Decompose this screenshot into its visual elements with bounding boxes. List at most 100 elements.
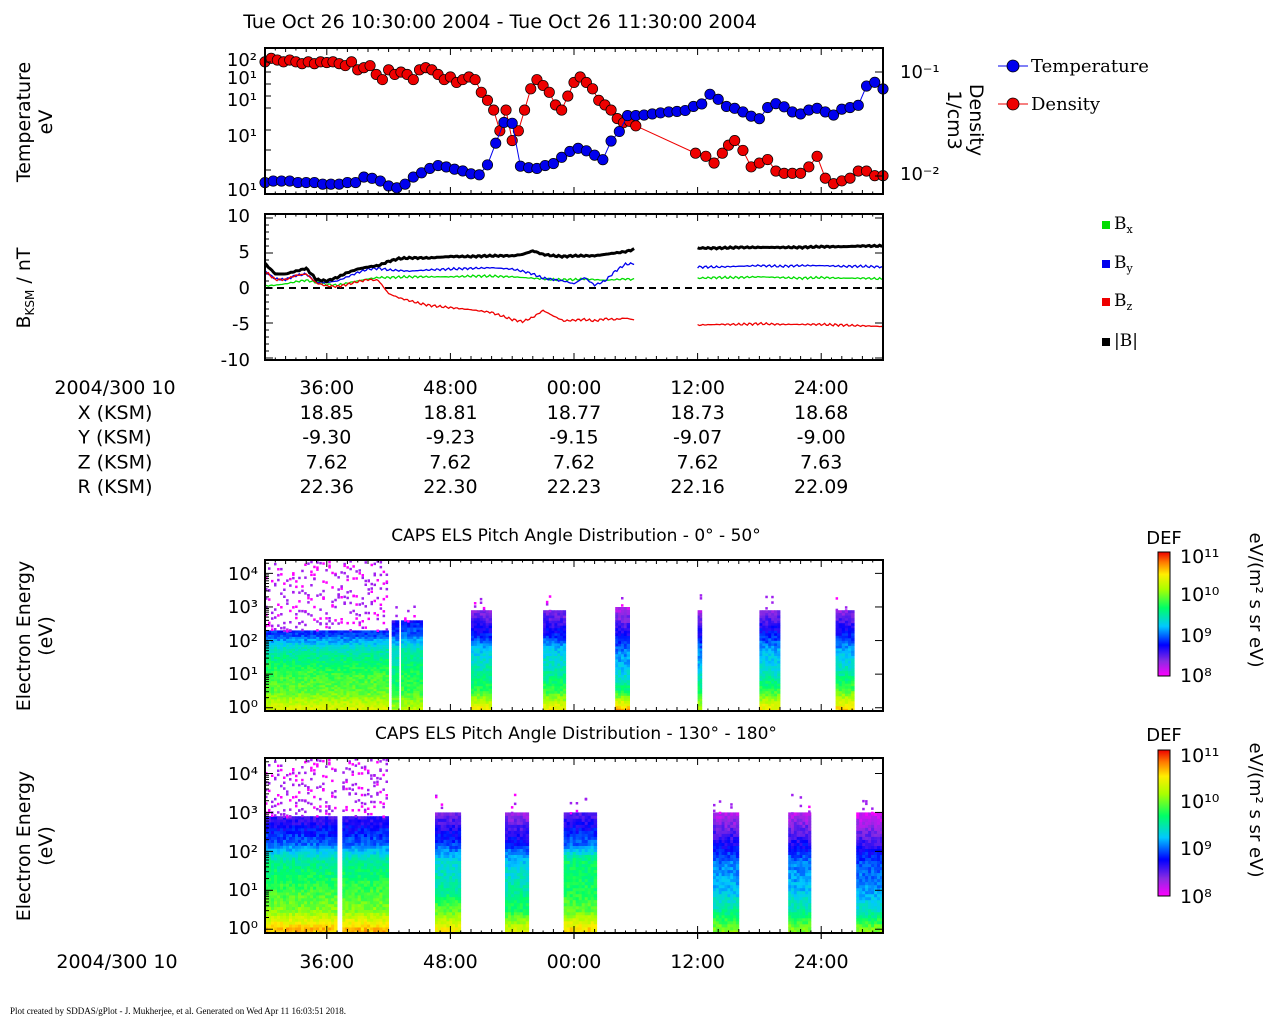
spectrogram-cell	[331, 660, 335, 664]
spectrogram-cell	[352, 652, 356, 655]
spectrogram-cell	[304, 906, 308, 910]
spectrogram-cell	[482, 637, 487, 641]
ephemeris-value: 18.77	[547, 402, 601, 424]
spectrogram-cell	[419, 663, 423, 667]
spectrogram-cell	[277, 865, 281, 870]
spectrogram-cell	[771, 632, 775, 636]
els-0-50-cb-tick-2: 10⁹	[1180, 625, 1212, 647]
spectrogram-noise	[319, 608, 322, 611]
spectrogram-noise	[352, 565, 355, 568]
spectrogram-cell	[765, 630, 769, 634]
spectrogram-cell	[376, 690, 380, 694]
spectrogram-cell	[382, 636, 386, 639]
spectrogram-cell	[304, 918, 308, 922]
spectrogram-cell	[548, 690, 552, 694]
spectrogram-cell	[416, 695, 420, 698]
spectrogram-cell	[328, 676, 332, 680]
spectrogram-cell	[543, 678, 547, 682]
spectrogram-cell	[361, 644, 365, 647]
spectrogram-cell	[271, 702, 275, 706]
spectrogram-cell	[407, 624, 411, 628]
spectrogram-cell	[328, 648, 332, 651]
spectrogram-cell	[370, 636, 374, 639]
spectrogram-cell	[271, 833, 275, 837]
spectrogram-cell	[401, 624, 405, 628]
spectrogram-cell	[325, 682, 329, 686]
spectrogram-noise	[265, 588, 268, 591]
spectrogram-cell	[268, 906, 272, 910]
spectrogram-cell	[419, 665, 423, 669]
spectrogram-cell	[289, 702, 293, 706]
spectrogram-cell	[325, 658, 329, 661]
spectrogram-cell	[382, 694, 386, 698]
spectrogram-cell	[301, 900, 305, 905]
spectrogram-cell	[280, 921, 284, 925]
spectrogram-cell	[337, 680, 341, 684]
spectrogram-cell	[557, 660, 561, 664]
spectrogram-cell	[346, 694, 350, 698]
spectrogram-cell	[844, 690, 849, 694]
spectrogram-cell	[848, 612, 852, 616]
spectrogram-cell	[385, 638, 389, 641]
spectrogram-cell	[364, 658, 368, 661]
spectrogram-cell	[373, 636, 377, 639]
spectrogram-cell	[289, 705, 293, 708]
spectrogram-noise	[352, 594, 355, 598]
spectrogram-cell	[385, 670, 389, 674]
spectrogram-cell	[304, 898, 308, 902]
spectrogram-cell	[268, 690, 272, 694]
spectrogram-cell	[343, 670, 347, 674]
spectrogram-cell	[280, 889, 284, 893]
spectrogram-cell	[292, 860, 296, 864]
spectrogram-cell	[835, 625, 840, 629]
spectrogram-cell	[298, 678, 302, 682]
spectrogram-cell	[286, 642, 290, 645]
spectrogram-cell	[319, 660, 323, 664]
spectrogram-cell	[319, 700, 323, 704]
spectrogram-noise	[283, 809, 286, 812]
spectrogram-cell	[419, 667, 423, 671]
spectrogram-cell	[476, 665, 481, 669]
spectrogram-cell	[337, 676, 341, 680]
spectrogram-cell	[334, 686, 338, 690]
spectrogram-cell	[373, 642, 377, 645]
density-point	[500, 104, 512, 116]
spectrogram-cell	[545, 632, 550, 636]
density-point	[345, 56, 358, 68]
spectrogram-cell	[307, 636, 311, 639]
spectrogram-cell	[334, 668, 338, 672]
spectrogram-cell	[304, 690, 308, 694]
spectrogram-cell	[395, 688, 400, 691]
spectrogram-cell	[307, 650, 311, 653]
spectrogram-cell	[476, 650, 481, 654]
spectrogram-cell	[551, 683, 555, 687]
spectrogram-cell	[316, 648, 320, 651]
spectrogram-cell	[838, 640, 843, 644]
spectrogram-cell	[370, 666, 374, 670]
spectrogram-cell	[844, 660, 849, 664]
spectrogram-cell	[271, 842, 275, 846]
spectrogram-cell	[774, 627, 778, 631]
spectrogram-cell	[292, 705, 296, 708]
spectrogram-cell	[618, 692, 622, 696]
spectrogram-cell	[548, 620, 552, 624]
spectrogram-cell	[373, 702, 377, 706]
spectrogram-cell	[370, 672, 374, 676]
spectrogram-cell	[292, 632, 296, 635]
spectrogram-cell	[289, 827, 293, 832]
spectrogram-cell	[548, 635, 552, 639]
spectrogram-cell	[379, 654, 383, 657]
spectrogram-cell	[699, 645, 703, 649]
spectrogram-cell	[274, 644, 278, 647]
spectrogram-cell	[777, 668, 781, 672]
spectrogram-cell	[325, 646, 329, 649]
spectrogram-cell	[322, 672, 326, 676]
spectrogram-cell	[274, 686, 278, 690]
spectrogram-cell	[560, 632, 564, 636]
spectrogram-cell	[621, 708, 625, 712]
spectrogram-cell	[623, 679, 628, 683]
spectrogram-cell	[277, 642, 281, 645]
spectrogram-noise	[373, 572, 376, 575]
spectrogram-cell	[277, 889, 281, 893]
spectrogram-cell	[479, 680, 484, 684]
